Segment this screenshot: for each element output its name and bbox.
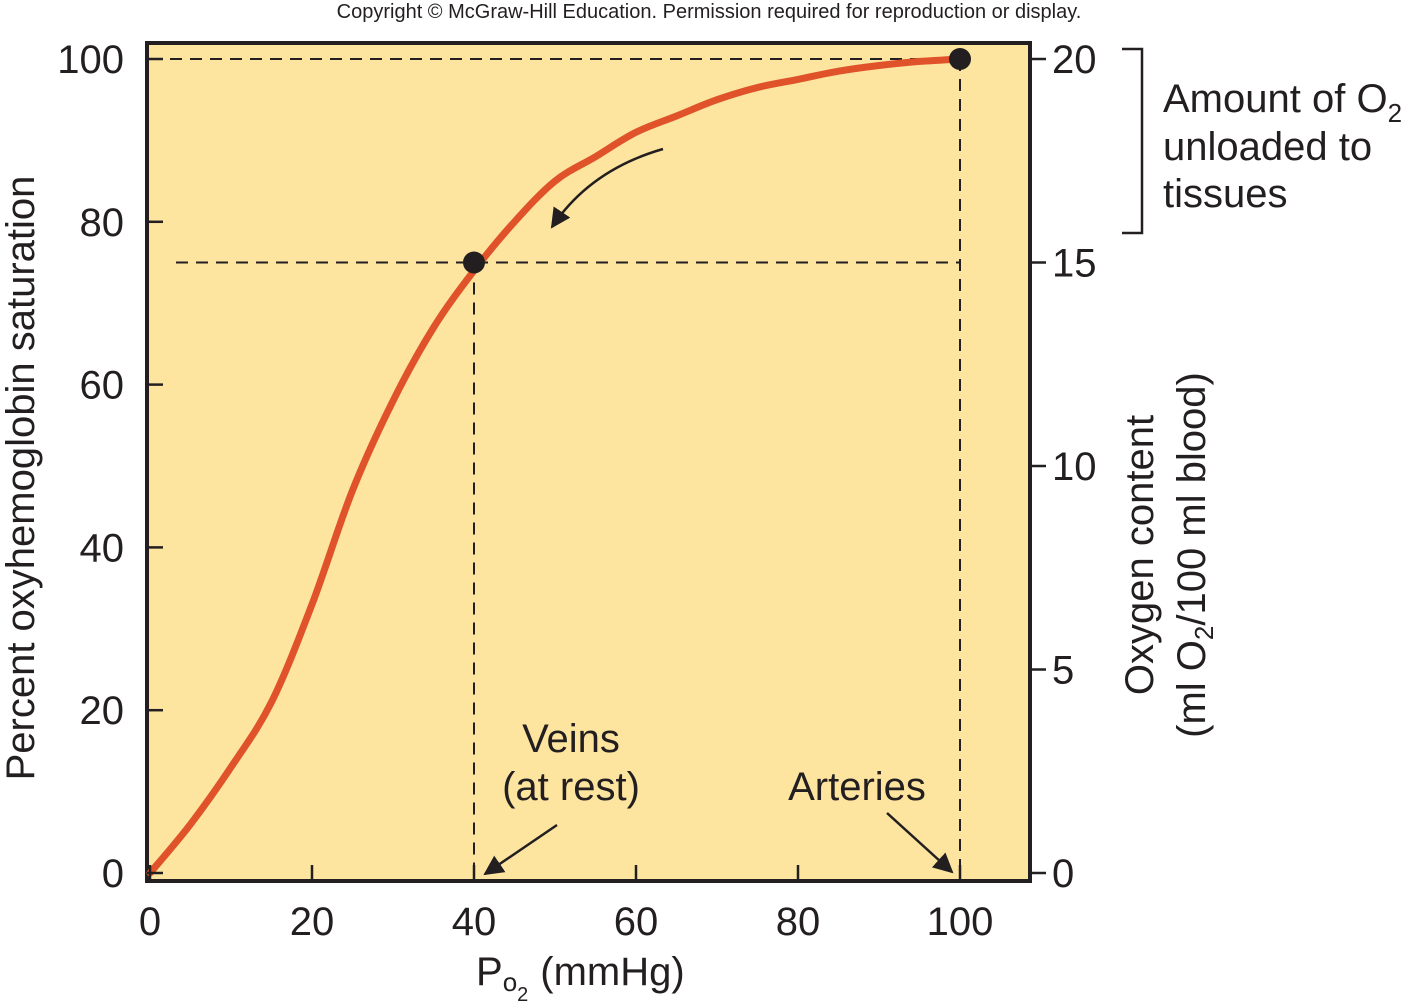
x-axis-label-unit: (mmHg) <box>540 950 684 994</box>
x-tick-label-100: 100 <box>927 900 994 944</box>
copyright-notice: Copyright © McGraw-Hill Education. Permi… <box>337 1 1082 23</box>
y-ticks-right: 0 5 10 15 20 <box>1030 38 1097 896</box>
x-axis-label-p: P <box>476 950 503 994</box>
y2-tick-label-10: 10 <box>1052 445 1097 489</box>
saturation-curve <box>146 55 964 877</box>
data-point-40 <box>463 251 485 274</box>
x-axis-label-sub-2: 2 <box>517 984 528 1002</box>
y2-tick-label-15: 15 <box>1052 242 1097 286</box>
veins-label-line1: Veins <box>522 717 620 761</box>
y-axis-label: Percent oxyhemoglobin saturation <box>0 176 43 781</box>
veins-arrow <box>483 823 558 876</box>
y-tick-label-20: 20 <box>80 689 125 733</box>
y2-axis-label-line2-sub: 2 <box>1189 626 1219 640</box>
arteries-arrow <box>886 812 954 874</box>
y2-tick-label-0: 0 <box>1052 852 1074 896</box>
y-ticks-left: 0 20 40 60 80 100 <box>57 38 163 896</box>
y2-axis-label-line2-post: /100 ml blood) <box>1170 372 1214 625</box>
plot-area <box>145 41 1032 883</box>
bracket-label-line3: tissues <box>1163 172 1288 216</box>
bracket-label-line1-sub: 2 <box>1388 98 1402 128</box>
y-tick-label-100: 100 <box>57 38 124 82</box>
x-tick-label-0: 0 <box>139 900 161 944</box>
y2-axis-label: Oxygen content (ml O2/100 ml blood) <box>1118 372 1219 738</box>
y2-tick-label-20: 20 <box>1052 38 1097 82</box>
y2-axis-label-line1: Oxygen content <box>1118 415 1162 695</box>
x-tick-label-80: 80 <box>776 900 821 944</box>
reference-lines <box>150 58 961 873</box>
bracket-label-line2: unloaded to <box>1163 125 1372 169</box>
bracket-label-line1: Amount of O2 <box>1163 77 1402 128</box>
veins-label-line2: (at rest) <box>502 765 640 809</box>
x-axis-label-sub-o: o <box>503 967 517 997</box>
y-tick-label-0: 0 <box>102 852 124 896</box>
y2-tick-label-5: 5 <box>1052 649 1074 693</box>
unloading-bracket <box>1122 47 1144 235</box>
x-ticks: 0 20 40 60 80 100 <box>139 865 994 944</box>
y-tick-label-80: 80 <box>80 201 125 245</box>
y-tick-label-60: 60 <box>80 364 125 408</box>
y-tick-label-40: 40 <box>80 526 125 570</box>
data-points <box>463 48 971 274</box>
arteries-label: Arteries <box>788 765 926 809</box>
x-tick-label-20: 20 <box>290 900 335 944</box>
y2-axis-label-line2-pre: (ml O <box>1170 640 1214 738</box>
x-tick-label-40: 40 <box>452 900 497 944</box>
unloading-arrow <box>550 147 664 229</box>
y2-axis-label-line2: (ml O2/100 ml blood) <box>1170 372 1219 738</box>
x-axis-label: Po2 (mmHg) <box>476 950 685 1002</box>
bracket-label-line1-pre: Amount of O <box>1163 77 1388 121</box>
data-point-100 <box>949 48 971 70</box>
x-tick-label-60: 60 <box>614 900 659 944</box>
